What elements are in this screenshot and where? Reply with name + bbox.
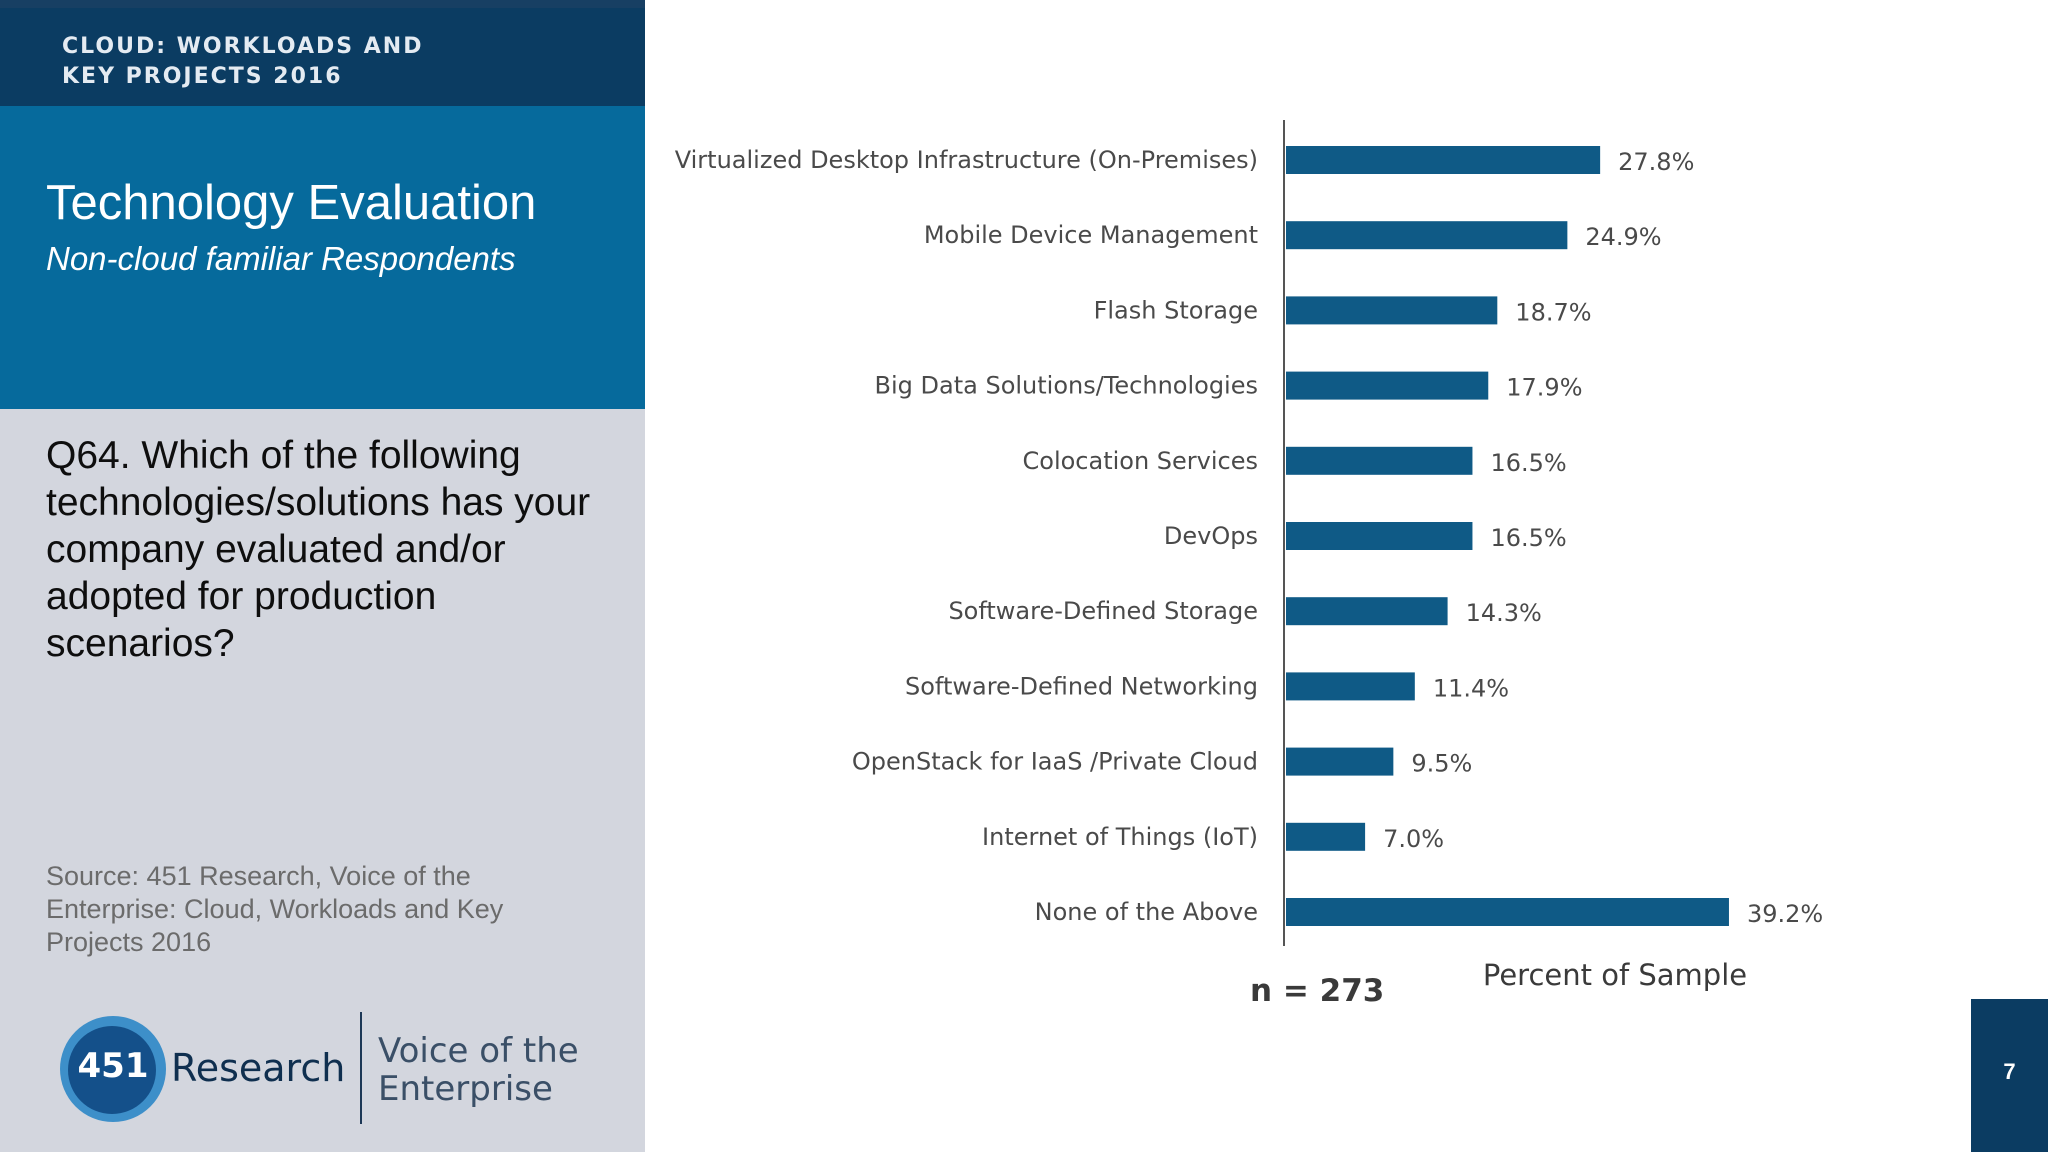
data-label: 16.5% bbox=[1490, 524, 1566, 552]
sample-size-note: n = 273 bbox=[1250, 973, 1384, 1009]
page-number: 7 bbox=[2003, 1059, 2016, 1084]
data-label: 17.9% bbox=[1506, 374, 1582, 402]
category-label: Flash Storage bbox=[1094, 296, 1258, 324]
bar bbox=[1286, 672, 1415, 701]
header-band: CLOUD: WORKLOADS AND KEY PROJECTS 2016 bbox=[0, 0, 645, 106]
data-label: 16.5% bbox=[1490, 449, 1566, 477]
logo-brand: Research bbox=[171, 1046, 346, 1090]
category-label: Mobile Device Management bbox=[924, 221, 1258, 249]
bar bbox=[1286, 522, 1473, 550]
page-subtitle: Non-cloud familiar Respondents bbox=[46, 240, 516, 277]
bar bbox=[1286, 146, 1601, 174]
category-label: OpenStack for IaaS /Private Cloud bbox=[852, 748, 1258, 776]
bar bbox=[1286, 898, 1729, 926]
data-label: 27.8% bbox=[1618, 148, 1694, 176]
category-label: DevOps bbox=[1164, 522, 1258, 550]
survey-question: Q64. Which of the following technologies… bbox=[46, 434, 591, 665]
bar bbox=[1286, 747, 1394, 776]
data-label: 7.0% bbox=[1383, 825, 1444, 853]
data-label: 9.5% bbox=[1411, 750, 1472, 778]
bar bbox=[1286, 446, 1473, 475]
bar bbox=[1286, 822, 1366, 851]
report-header: CLOUD: WORKLOADS AND KEY PROJECTS 2016 bbox=[62, 34, 424, 89]
logo-circle-inner bbox=[68, 1026, 156, 1114]
category-label: Virtualized Desktop Infrastructure (On-P… bbox=[675, 146, 1258, 174]
source-note: Source: 451 Research, Voice of the Enter… bbox=[46, 861, 504, 957]
left-panel: CLOUD: WORKLOADS AND KEY PROJECTS 2016 T… bbox=[0, 0, 645, 1152]
bar bbox=[1286, 296, 1498, 325]
logo-number: 451 bbox=[77, 1046, 149, 1086]
data-label: 24.9% bbox=[1585, 223, 1661, 251]
bar-chart: Virtualized Desktop Infrastructure (On-P… bbox=[675, 120, 1823, 1009]
logo-product: Voice of the Enterprise bbox=[378, 1031, 579, 1109]
page-title: Technology Evaluation bbox=[46, 176, 537, 230]
data-label: 11.4% bbox=[1433, 674, 1509, 702]
category-label: Internet of Things (IoT) bbox=[982, 823, 1258, 851]
bar bbox=[1286, 597, 1448, 626]
logo-divider bbox=[360, 1012, 362, 1124]
category-label: Colocation Services bbox=[1023, 447, 1259, 475]
category-label: Software-Defined Networking bbox=[905, 672, 1258, 700]
title-band bbox=[0, 106, 645, 409]
category-label: Big Data Solutions/Technologies bbox=[875, 372, 1258, 400]
data-label: 39.2% bbox=[1747, 900, 1823, 928]
data-label: 18.7% bbox=[1515, 298, 1591, 326]
data-label: 14.3% bbox=[1466, 599, 1542, 627]
page-number-box: 7 bbox=[1971, 999, 2048, 1152]
category-label: None of the Above bbox=[1035, 898, 1258, 926]
bar bbox=[1286, 221, 1568, 250]
x-axis-title: Percent of Sample bbox=[1483, 958, 1747, 992]
451-research-logo: 451 Research Voice of the Enterprise bbox=[58, 1012, 618, 1127]
category-label: Software-Defined Storage bbox=[948, 597, 1258, 625]
bar bbox=[1286, 371, 1489, 400]
